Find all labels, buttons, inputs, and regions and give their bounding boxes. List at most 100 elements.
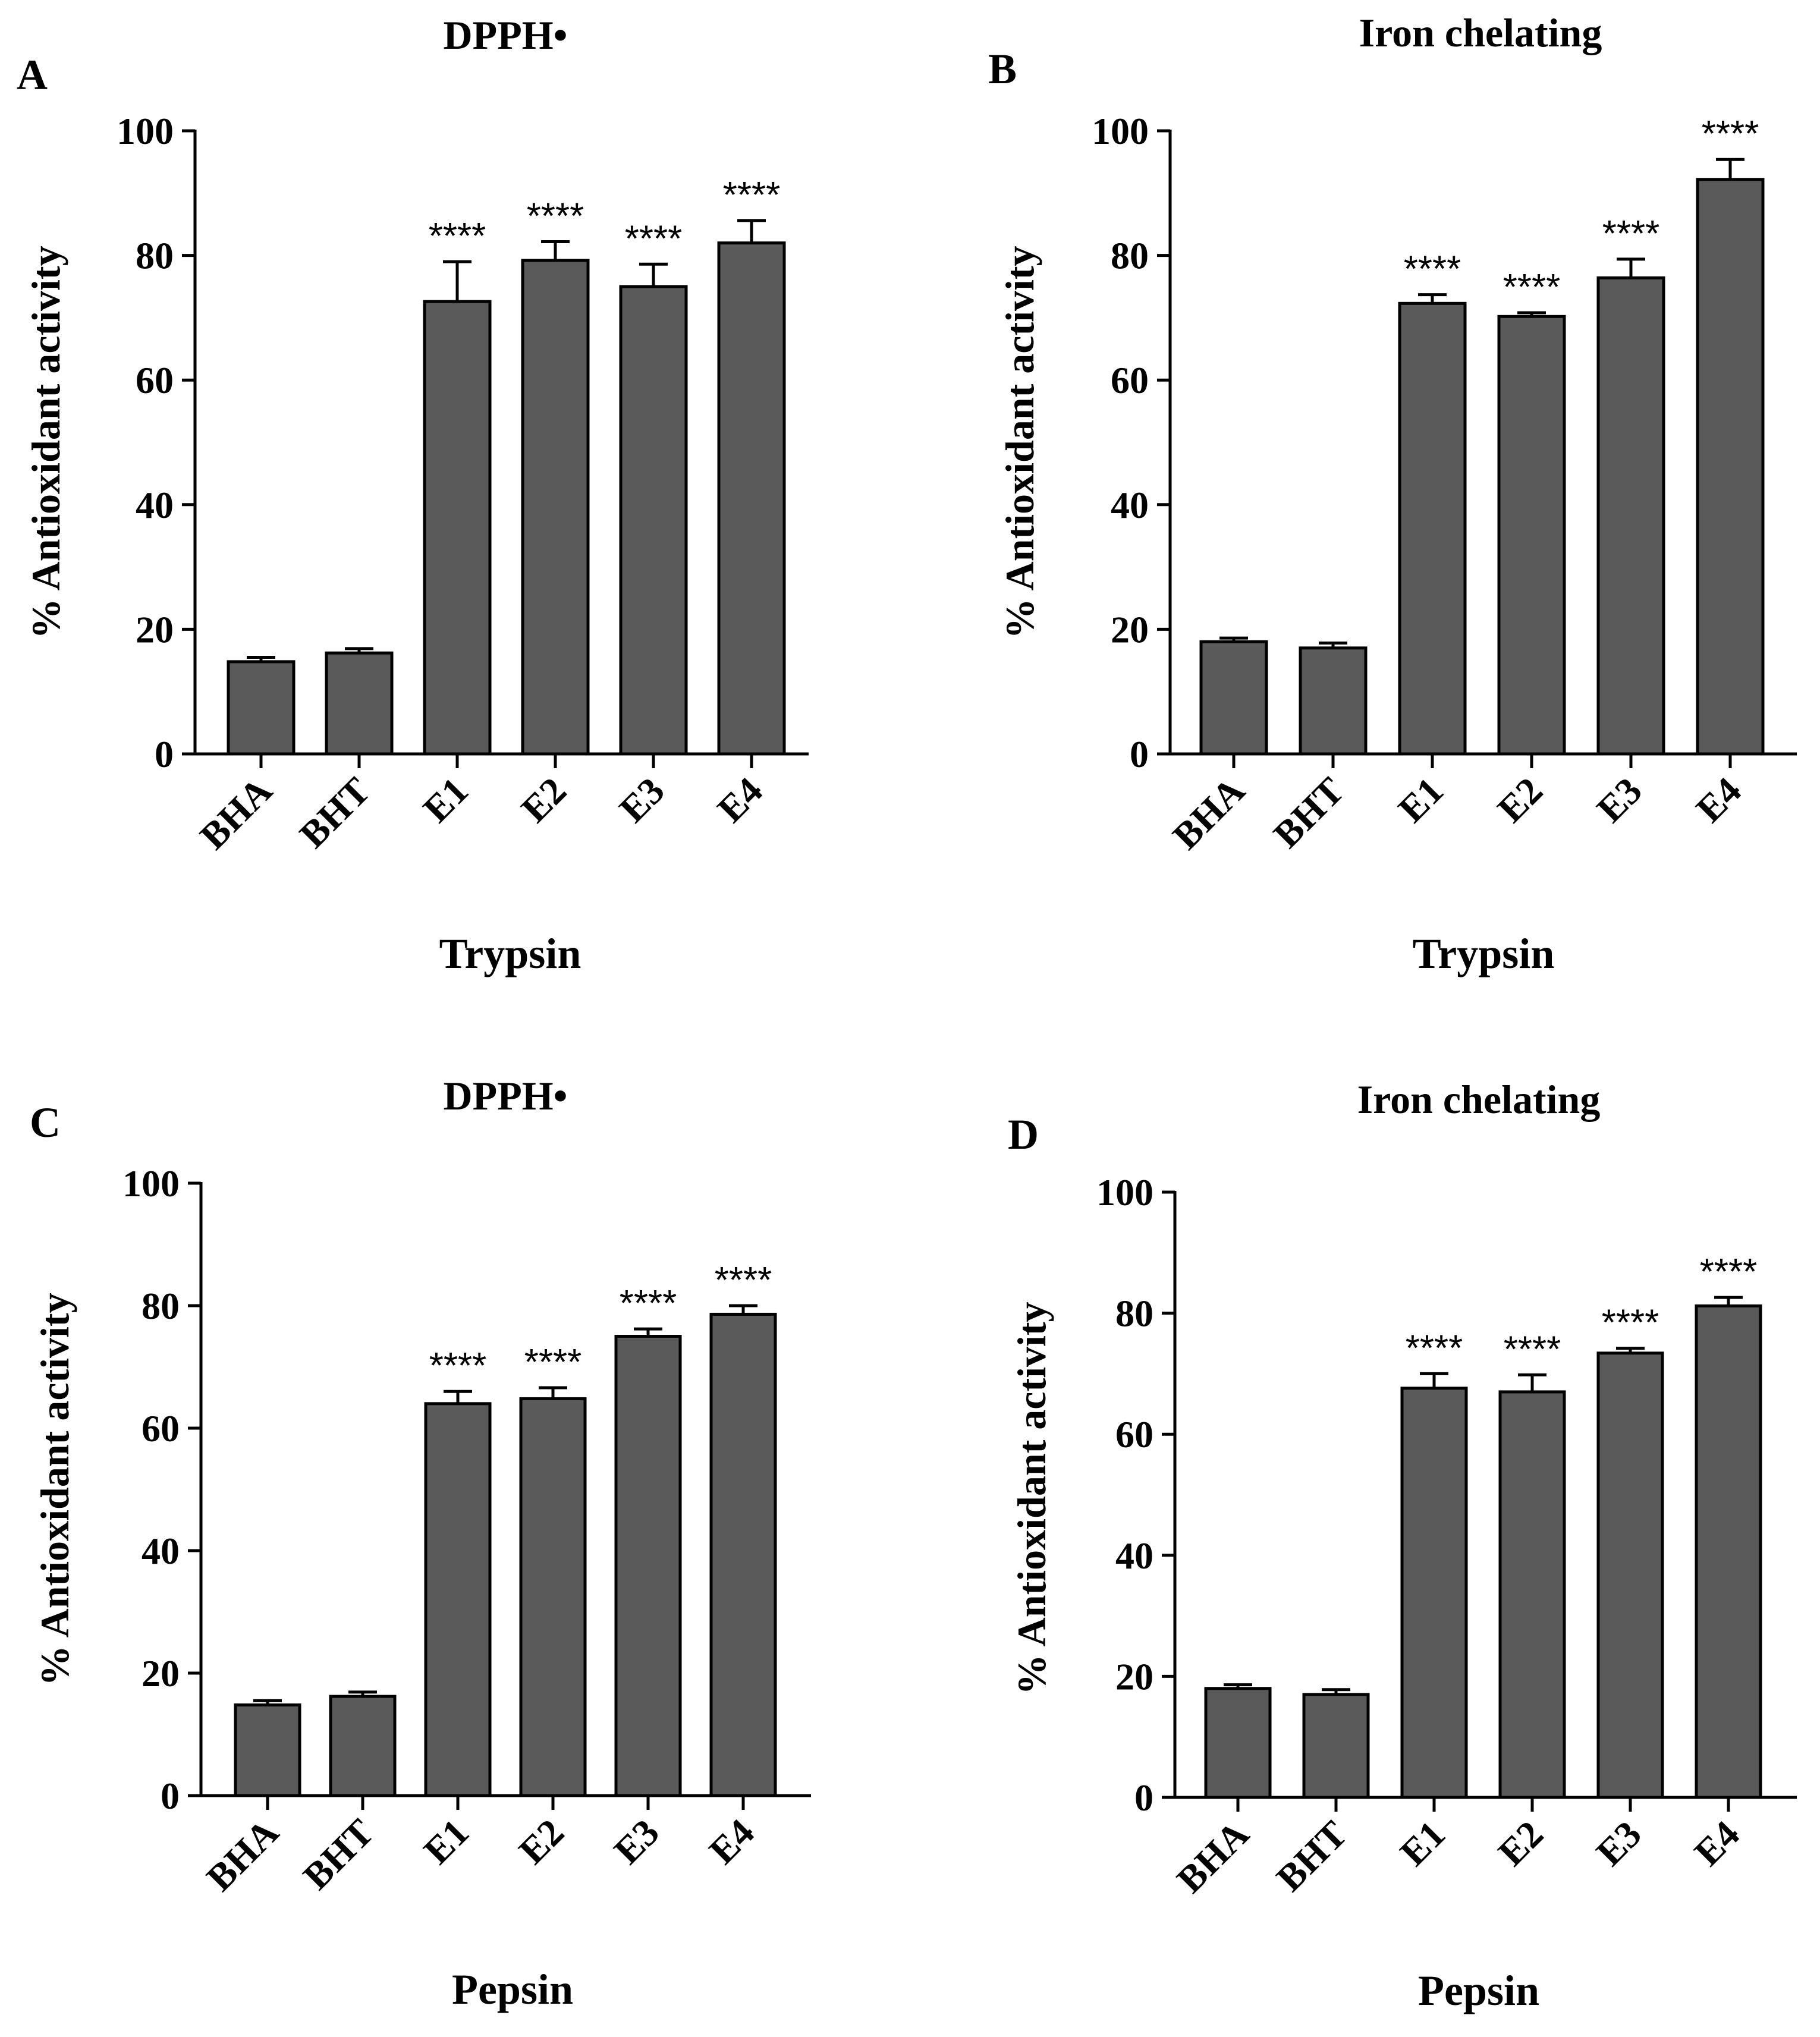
panel-a-y-tick-label-20: 20 [136,608,174,650]
panel-d-category-bht: BHT [1268,1813,1355,1900]
panel-b-title: Iron chelating [1359,10,1602,55]
panel-c-bar-bha [234,1703,301,1797]
panel-b-y-tick-label-80: 80 [1111,235,1149,277]
panel-b-category-e4: E4 [1688,769,1749,831]
panel-b-y-tick-label-60: 60 [1111,359,1149,401]
panel-a-significance-e1: **** [429,216,486,257]
panel-d-y-tick-label-20: 20 [1115,1655,1153,1698]
panel-c-category-bha: BHA [199,1811,287,1899]
panel-d-y-tick-label-60: 60 [1115,1413,1153,1456]
panel-c-bar-e3 [614,1335,682,1797]
panel-c-y-tick-label-80: 80 [142,1285,180,1327]
panel-d-category-bha: BHA [1169,1813,1257,1901]
panel-d-letter: D [1008,1111,1039,1158]
panel-a-significance-e3: **** [625,218,683,259]
panel-b-category-bha: BHA [1165,769,1253,857]
panel-b-y-tick-label-0: 0 [1130,733,1149,775]
panel-c-bar-e1 [424,1402,492,1797]
panel-a-bar-e3 [619,285,688,756]
panel-c-category-e2: E2 [511,1811,572,1872]
panel-c-category-bht: BHT [295,1811,382,1898]
panel-a-category-bha: BHA [192,769,280,857]
panel-a-category-e2: E2 [513,769,574,831]
panel-b-significance-e2: **** [1503,267,1561,308]
panel-a-x-axis-label: Trypsin [439,930,581,977]
panel-a-category-bht: BHT [291,769,378,856]
panel-a-y-axis-label: % Antioxidant activity [23,246,68,639]
panel-a-category-e3: E3 [611,769,672,831]
panel-d-y-tick-label-40: 40 [1115,1535,1153,1577]
panel-b-x-axis-label: Trypsin [1413,930,1555,977]
panel-c-y-tick-label-0: 0 [161,1775,180,1817]
panel-c-bar-e2 [519,1397,587,1797]
panel-d-x-axis-label: Pepsin [1418,1967,1539,2014]
panel-d-title: Iron chelating [1357,1077,1601,1122]
panel-a-bar-e1 [423,300,492,756]
panel-b-bar-e3 [1596,276,1665,756]
panel-d-bar-e1 [1400,1387,1468,1799]
panel-b-letter: B [988,45,1017,93]
panel-a-bar-bha [227,660,296,756]
panel-d-y-tick-label-0: 0 [1134,1777,1153,1819]
panel-b-y-tick-label-40: 40 [1111,484,1149,526]
panel-d-y-tick-label-80: 80 [1115,1293,1153,1335]
panel-b-bar-bha [1199,640,1268,756]
panel-a-y-tick-label-0: 0 [155,733,174,775]
panel-b-y-tick-label-20: 20 [1111,608,1149,650]
panel-a-significance-e2: **** [527,196,584,237]
panel-b-bar-e1 [1398,301,1467,756]
panel-a-category-e1: E1 [415,769,476,831]
panel-a-bar-bht [325,651,394,756]
panel-c-letter: C [30,1099,61,1146]
panel-a-bar-e4 [717,241,786,756]
panel-c-significance-e3: **** [620,1283,677,1324]
panel-c-bar-bht [329,1695,397,1797]
panel-b-category-bht: BHT [1265,769,1352,856]
panel-c-category-e3: E3 [606,1811,667,1872]
panel-d-significance-e2: **** [1504,1329,1561,1370]
panel-a-y-tick-label-40: 40 [136,484,174,526]
panel-d-category-e2: E2 [1490,1813,1551,1874]
panel-b-bar-bht [1299,646,1368,756]
panel-b-category-e3: E3 [1589,769,1650,831]
panel-d-category-e4: E4 [1686,1813,1747,1874]
panel-a-y-tick-label-80: 80 [136,235,174,277]
panel-c-y-tick-label-40: 40 [142,1530,180,1572]
panel-d-y-axis-label: % Antioxidant activity [1009,1302,1054,1695]
panel-c-category-e1: E1 [416,1811,477,1872]
panel-a-letter: A [17,51,48,99]
panel-c-y-axis-label: % Antioxidant activity [32,1293,77,1686]
panel-c-significance-e4: **** [715,1260,772,1301]
panel-a-title: DPPH• [444,12,568,58]
panel-b-category-e1: E1 [1390,769,1451,831]
panel-c-category-e4: E4 [701,1811,762,1872]
panel-d-significance-e4: **** [1700,1252,1758,1293]
panel-d-bar-e3 [1596,1351,1664,1799]
panel-c-title: DPPH• [444,1073,568,1118]
panel-d-bar-bha [1204,1687,1272,1799]
panel-b-category-e2: E2 [1489,769,1551,831]
panel-b-significance-e3: **** [1602,213,1660,254]
panel-c-y-tick-label-100: 100 [122,1162,180,1205]
panel-b-significance-e1: **** [1404,249,1461,290]
panel-c-bar-e4 [709,1312,777,1797]
panel-b-bar-e2 [1497,315,1566,756]
panel-a-y-tick-label-100: 100 [117,110,174,152]
panel-b-significance-e4: **** [1702,114,1759,155]
panel-d-bar-e4 [1695,1304,1762,1799]
panel-d-category-e3: E3 [1588,1813,1649,1874]
panel-a-category-e4: E4 [709,769,771,831]
panel-b-bar-e4 [1696,178,1765,756]
panel-b-y-tick-label-100: 100 [1092,110,1149,152]
panel-b-y-axis-label: % Antioxidant activity [997,246,1042,639]
panel-c-y-tick-label-20: 20 [142,1652,180,1695]
panel-d-category-e1: E1 [1392,1813,1453,1874]
panel-c-significance-e2: **** [524,1342,582,1383]
panel-a-y-tick-label-60: 60 [136,359,174,401]
panel-c-significance-e1: **** [429,1346,487,1387]
panel-d-bar-e2 [1498,1390,1566,1799]
panel-d-y-tick-label-100: 100 [1096,1171,1153,1214]
panel-d-significance-e3: **** [1602,1303,1659,1344]
panel-d-significance-e1: **** [1406,1328,1463,1369]
